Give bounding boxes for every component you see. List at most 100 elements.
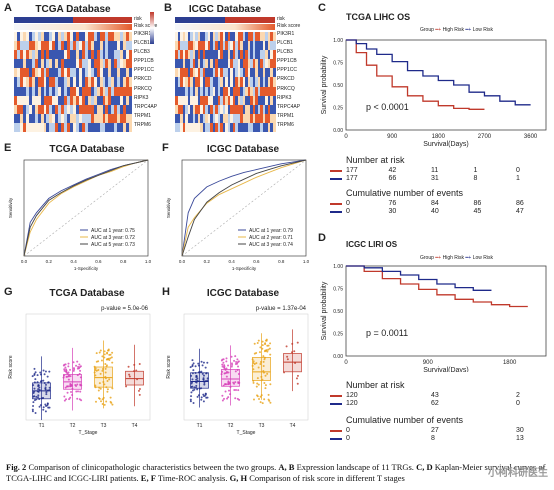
heatmap-cell [25,95,30,106]
heatmap-cell [257,122,261,133]
heatmap-cell [180,41,183,51]
data-point [37,390,40,393]
risk-score-row-label-a: Risk score [134,23,158,29]
heatmap-cell [225,68,228,78]
heatmap-cell [247,104,251,115]
heatmap-cell [197,50,201,60]
heatmap-cell [260,104,263,115]
data-point [110,356,113,359]
heatmap-cell [250,95,253,106]
heatmap-cell [175,68,178,78]
heatmap-cell [99,41,103,51]
heatmap-cell [117,59,121,69]
p-value-label: p-value = 1.37e-04 [256,306,307,312]
heatmap-cell [240,113,243,124]
heatmap-cell [272,113,276,124]
heatmap-cell [105,86,109,97]
heatmap-cell [180,50,183,60]
heatmap-cell [28,32,33,42]
y-tick-label: 1.00 [333,38,343,44]
at-risk-title-c: Number at risk [346,155,405,165]
heatmap-cell [250,32,253,42]
table-cell: 30 [388,208,397,215]
heatmap-cell [175,95,178,106]
data-point [125,385,128,388]
heatmap-cell [190,41,193,51]
heatmap-cell [61,32,65,42]
heatmap-cell [90,113,95,124]
caption-text-5: Comparison of risk score in different T … [249,473,405,483]
heatmap-cell [126,41,130,51]
heatmap-cell [200,104,203,115]
heatmap-cell [102,50,106,60]
data-point [263,358,266,361]
heatmap-cell [37,59,42,69]
x-tick-label: 900 [387,134,398,140]
heatmap-cell [205,32,208,42]
heatmap-cell [182,68,186,78]
heatmap-cell [102,77,106,88]
heatmap-cell [126,95,130,106]
heatmap-cell [180,122,183,133]
heatmap-cell [210,122,213,133]
heatmap-cell [177,104,181,115]
heatmap-cell [67,77,71,88]
heatmap-cell [111,86,115,97]
data-point [258,397,261,400]
heatmap-cell [240,41,243,51]
heatmap-cell [73,32,77,42]
heatmap-cell [247,32,251,42]
gene-label: PRKCQ [134,85,152,92]
heatmap-cell [40,41,44,51]
table-cell: 120 [346,400,358,407]
heatmap-cell [242,41,246,51]
data-point [267,393,270,396]
heatmap-cell [19,68,24,78]
heatmap-cell [212,113,216,124]
x-tick-label: 3600 [524,134,538,140]
at-risk-table-d: 120 43 2 120 62 0 [330,392,552,408]
heatmap-cell [81,41,86,51]
data-point [48,406,51,409]
heatmap-cell [108,59,112,69]
heatmap-cell [210,50,213,60]
heatmap-cell [111,32,115,42]
heatmap-cell [217,68,221,78]
heatmap-cell [210,68,213,78]
heatmap-cell [197,77,201,88]
x-tick-label: T2 [228,423,234,429]
heatmap-cell [129,50,133,60]
heatmap-cell [93,95,98,106]
heatmap-cell [96,68,101,78]
data-point [189,398,192,401]
caption-ef: E, F [140,473,156,483]
data-point [111,351,114,354]
heatmap-cell [111,104,115,115]
heatmap-cell [129,59,133,69]
heatmap-cell [120,104,124,115]
heatmap-cell [230,59,233,69]
data-point [234,388,237,391]
heatmap-cell [93,32,98,42]
heatmap-cell [192,32,196,42]
gene-label: TRPC4AP [134,103,158,110]
heatmap-cell [270,122,273,133]
data-point [200,360,203,363]
heatmap-cell [105,77,109,88]
heatmap-cell [187,104,191,115]
legend-high-risk: High Risk [442,27,465,33]
heatmap-cell [61,59,65,69]
p-value-label: p-value = 5.0e-06 [101,306,149,312]
heatmap-cell [102,122,106,133]
heatmap-cell [202,86,206,97]
heatmap-cell [232,68,236,78]
data-point [33,367,36,370]
data-point [257,383,260,386]
heatmap-cell [123,122,127,133]
heatmap-cell [87,104,92,115]
data-point [262,364,265,367]
heatmap-cell [257,59,261,69]
data-point [109,396,112,399]
heatmap-cell [267,122,271,133]
heatmap-cell [242,32,246,42]
